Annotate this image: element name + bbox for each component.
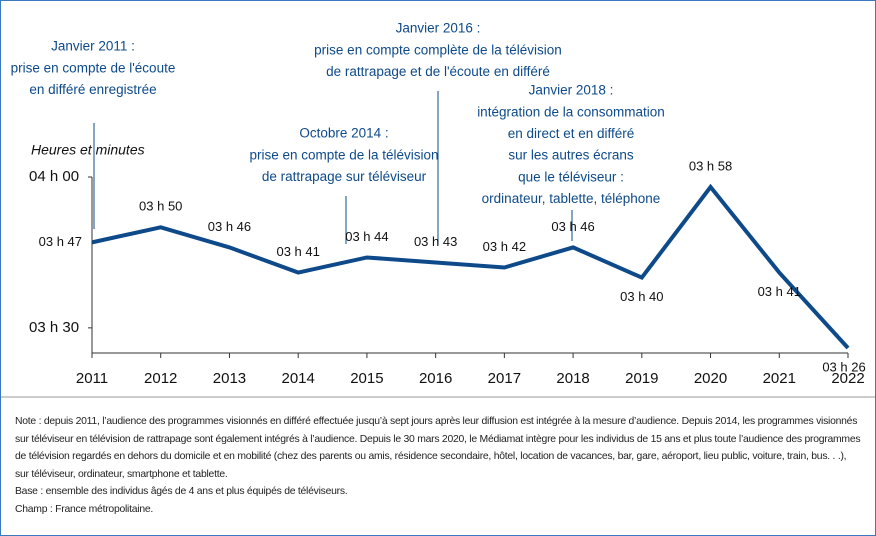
value-label: 03 h 43 xyxy=(414,234,457,249)
line xyxy=(91,183,850,350)
y-tick-label: 04 h 00 xyxy=(29,168,79,185)
annotation: Janvier 2016 : xyxy=(396,21,481,36)
notes: Note : depuis 2011, l’audience des progr… xyxy=(15,413,861,519)
annotation: Janvier 2018 : xyxy=(529,83,614,98)
x-tick-label: 2020 xyxy=(694,370,727,387)
x-tick-label: 2014 xyxy=(281,370,314,387)
note: Champ : France métropolitaine. xyxy=(15,503,154,515)
note: Note : depuis 2011, l’audience des progr… xyxy=(15,416,861,480)
x-tick-label: 2022 xyxy=(831,370,864,387)
x-tick-label: 2011 xyxy=(76,370,108,387)
x-tick-label: 2019 xyxy=(625,370,658,387)
annotation: Octobre 2014 : xyxy=(299,126,388,141)
annotation: en direct et en différé xyxy=(508,126,635,141)
value-label: 03 h 41 xyxy=(276,244,319,259)
value-label: 03 h 46 xyxy=(208,219,251,234)
value-label: 03 h 50 xyxy=(139,199,182,214)
annotation: Janvier 2011 : xyxy=(51,39,135,54)
annotation: prise en compte complète de la télévisio… xyxy=(314,42,562,57)
value-label: 03 h 46 xyxy=(551,219,594,234)
y-axis-label: Heures et minutes xyxy=(31,142,145,158)
x-tick-label: 2016 xyxy=(419,370,452,387)
annotation: de rattrapage sur téléviseur xyxy=(262,169,427,184)
y-tick-label: 03 h 30 xyxy=(29,319,79,336)
annotation: sur les autres écrans xyxy=(508,148,634,163)
annotation: ordinateur, tablette, téléphone xyxy=(482,191,661,206)
value-label: 03 h 42 xyxy=(483,239,526,254)
value-label: 03 h 40 xyxy=(620,289,663,304)
annotation: que le téléviseur : xyxy=(518,169,624,184)
x-tick-label: 2012 xyxy=(144,370,177,387)
annotation: de rattrapage et de l'écoute en différé xyxy=(326,64,550,79)
annotation: prise en compte de la télévision xyxy=(249,147,438,162)
value-label: 03 h 58 xyxy=(689,158,732,173)
x-tick-label: 2018 xyxy=(556,370,589,387)
annotation: en différé enregistrée xyxy=(29,82,156,97)
value-label: 03 h 26 xyxy=(822,359,865,374)
note: Base : ensemble des individus âgés de 4 … xyxy=(15,486,348,498)
x-tick-label: 2015 xyxy=(350,370,383,387)
x-tick-label: 2017 xyxy=(488,370,521,387)
annotation: intégration de la consommation xyxy=(477,104,665,119)
x-tick-label: 2021 xyxy=(763,370,796,387)
value-label: 03 h 41 xyxy=(758,284,801,299)
annotation: prise en compte de l'écoute xyxy=(11,60,176,75)
value-label: 03 h 44 xyxy=(345,229,388,244)
x-tick-label: 2013 xyxy=(213,370,246,387)
chart: Heures et minutes 03 h 30 04 h 00 2011 2012… xyxy=(1,21,875,398)
value-label: 03 h 47 xyxy=(39,234,82,249)
